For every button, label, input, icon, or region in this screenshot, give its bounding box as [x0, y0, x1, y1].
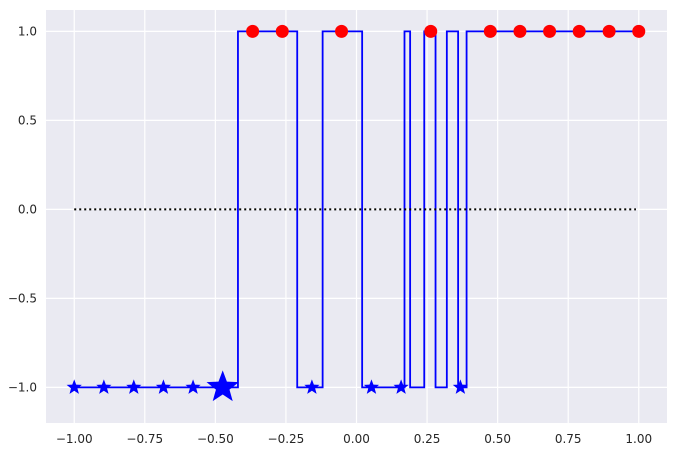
y-tick-label: −1.0 [8, 380, 37, 394]
star-marker [96, 379, 112, 394]
circle-marker [275, 24, 289, 38]
star-marker [155, 379, 172, 394]
circle-marker [424, 24, 438, 38]
x-tick-label: 0.50 [484, 432, 511, 446]
y-tick-label: 1.0 [18, 24, 37, 38]
star-marker [393, 379, 409, 394]
circle-marker [632, 24, 646, 38]
x-axis-tick-labels: −1.00 −0.75 −0.50 −0.25 0.00 0.25 0.50 0.75 1.00 [56, 432, 652, 446]
series-layer [66, 24, 646, 402]
y-tick-label: −0.5 [8, 291, 37, 305]
x-tick-label: −0.25 [268, 432, 305, 446]
y-tick-label: 0.0 [18, 202, 37, 216]
x-tick-label: −0.75 [126, 432, 163, 446]
x-tick-label: −0.50 [197, 432, 234, 446]
x-tick-label: 0.00 [343, 432, 370, 446]
circle-marker [483, 24, 497, 38]
x-tick-label: −1.00 [56, 432, 93, 446]
circle-marker [543, 24, 557, 38]
circle-marker [602, 24, 616, 38]
star-marker [126, 379, 142, 394]
star-marker [304, 379, 320, 394]
circle-marker [572, 24, 586, 38]
star-marker [363, 379, 380, 394]
large-star-marker [206, 370, 239, 402]
y-axis-tick-labels: −1.0 −0.5 0.0 0.5 1.0 [8, 24, 37, 394]
circle-marker [246, 24, 260, 38]
star-marker [452, 379, 468, 394]
star-marker [66, 379, 82, 394]
y-tick-label: 0.5 [18, 113, 37, 127]
circle-marker [335, 24, 349, 38]
star-marker [185, 379, 201, 394]
x-tick-label: 1.00 [625, 432, 652, 446]
x-tick-label: 0.25 [414, 432, 441, 446]
x-tick-label: 0.75 [555, 432, 582, 446]
circle-marker [513, 24, 527, 38]
